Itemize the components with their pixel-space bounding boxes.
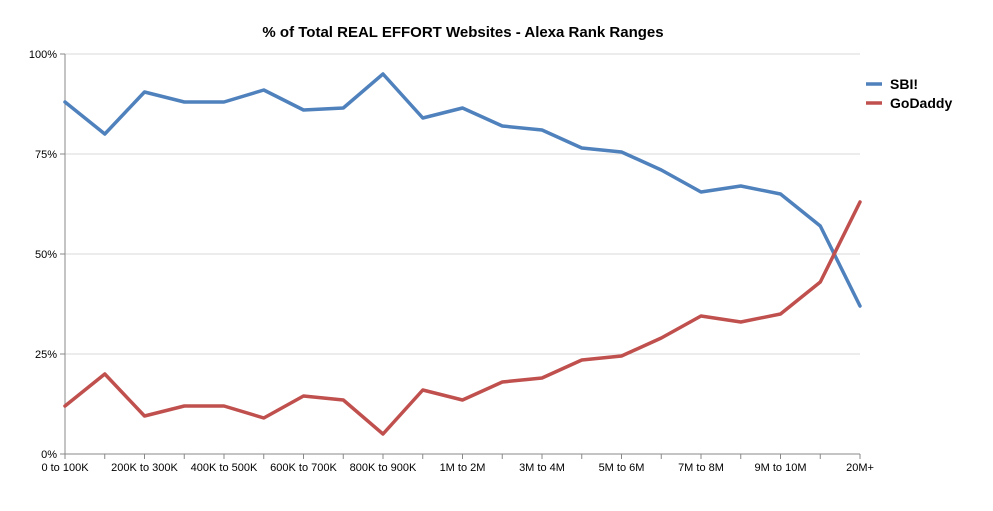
x-tick-label: 5M to 6M (599, 462, 645, 474)
y-tick-label: 75% (35, 149, 57, 161)
series-lines (63, 72, 862, 436)
series-line-godaddy (63, 200, 862, 436)
x-tick-label: 800K to 900K (350, 462, 417, 474)
y-axis-tick-labels: 0% 25% 50% 75% 100% (29, 49, 57, 461)
x-tick-label: 1M to 2M (440, 462, 486, 474)
x-tick-label: 400K to 500K (191, 462, 258, 474)
x-axis-tick-labels: 0 to 100K 200K to 300K 400K to 500K 600K to… (41, 462, 873, 474)
y-tick-label: 50% (35, 249, 57, 261)
y-tick-label: 25% (35, 349, 57, 361)
x-tick-label: 7M to 8M (678, 462, 724, 474)
x-tick-label: 200K to 300K (111, 462, 178, 474)
chart-title: % of Total REAL EFFORT Websites - Alexa … (262, 24, 663, 41)
legend: SBI! GoDaddy (866, 76, 952, 111)
x-tick-label: 9M to 10M (755, 462, 807, 474)
legend-label: SBI! (890, 76, 918, 92)
y-tick-label: 100% (29, 49, 57, 61)
gridlines (65, 53, 860, 355)
legend-label: GoDaddy (890, 95, 952, 111)
x-tick-label: 3M to 4M (519, 462, 565, 474)
x-tick-label: 20M+ (846, 462, 874, 474)
x-tick-label: 600K to 700K (270, 462, 337, 474)
axes (60, 53, 861, 459)
y-tick-label: 0% (41, 449, 57, 461)
x-tick-label: 0 to 100K (41, 462, 89, 474)
series-line-sbi (63, 72, 862, 308)
